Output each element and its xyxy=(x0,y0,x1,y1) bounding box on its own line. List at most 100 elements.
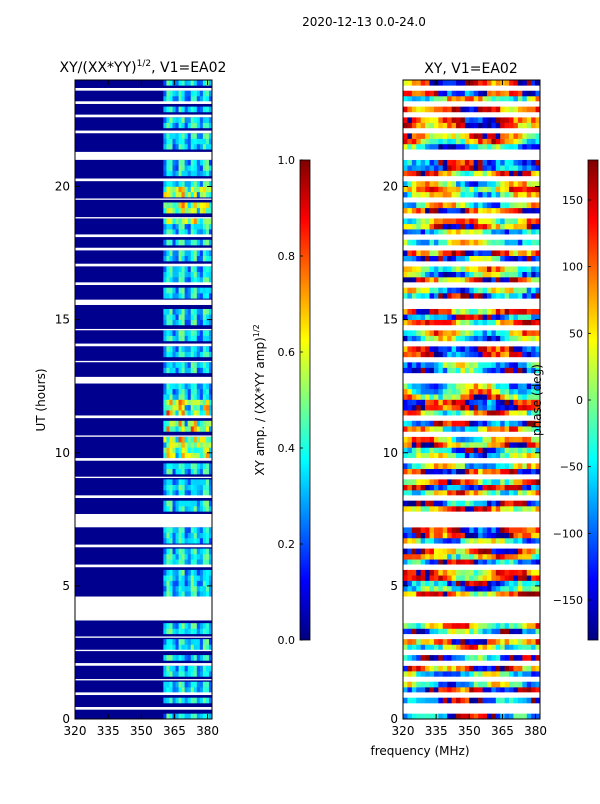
phase-heatmap-cell xyxy=(531,143,536,150)
phase-heatmap-cell xyxy=(486,644,492,651)
phase-heatmap-cell xyxy=(407,468,413,475)
amplitude-heatmap-cell xyxy=(181,133,185,139)
amplitude-heatmap-cell xyxy=(166,500,170,507)
phase-heatmap-cell xyxy=(482,665,488,672)
phase-heatmap-cell xyxy=(447,591,452,597)
amplitude-heatmap-cell xyxy=(202,399,207,406)
phase-heatmap-cell xyxy=(500,506,505,512)
phase-heatmap-cell xyxy=(403,585,408,592)
phase-heatmap-cell xyxy=(478,330,483,336)
phase-heatmap-cell xyxy=(429,95,435,102)
phase-heatmap-cell xyxy=(526,553,532,560)
amplitude-heatmap-cell xyxy=(199,490,204,496)
phase-heatmap-cell xyxy=(522,681,528,688)
phase-heatmap-cell xyxy=(411,80,417,86)
phase-heatmap-cell xyxy=(500,186,505,193)
phase-heatmap-cell xyxy=(517,399,523,406)
amplitude-heatmap-cell xyxy=(196,591,201,597)
phase-heatmap-cell xyxy=(486,580,492,587)
amplitude-heatmap-cell xyxy=(181,223,185,230)
phase-heatmap-cell xyxy=(403,575,408,581)
amplitude-heatmap-cell xyxy=(202,250,207,257)
amplitude-heatmap-cell xyxy=(208,202,213,209)
amplitude-heatmap-cell xyxy=(193,468,198,475)
amplitude-heatmap-cell xyxy=(163,553,167,560)
amplitude-heatmap-cell xyxy=(193,383,198,390)
phase-heatmap-cell xyxy=(407,585,413,592)
phase-heatmap-cell xyxy=(442,287,448,294)
phase-heatmap-cell xyxy=(442,255,448,262)
phase-heatmap-cell xyxy=(416,420,421,427)
phase-heatmap-cell xyxy=(473,548,479,555)
amplitude-heatmap-cell xyxy=(166,671,170,677)
phase-heatmap-cell xyxy=(509,314,514,320)
amplitude-heatmap-cell xyxy=(193,181,198,187)
phase-heatmap-cell xyxy=(473,537,479,544)
phase-heatmap-cell xyxy=(473,452,479,459)
phase-heatmap-cell xyxy=(447,95,452,102)
amplitude-heatmap-cell xyxy=(178,250,182,257)
phase-heatmap-cell xyxy=(522,165,528,171)
phase-heatmap-cell xyxy=(491,250,497,257)
phase-heatmap-cell xyxy=(464,687,470,693)
phase-heatmap-cell xyxy=(416,644,421,651)
phase-heatmap-cell xyxy=(447,255,452,262)
amplitude-heatmap-cell xyxy=(163,639,167,645)
phase-heatmap-cell xyxy=(416,388,421,395)
phase-heatmap-cell xyxy=(442,95,448,102)
amplitude-heatmap-cell xyxy=(199,277,204,283)
amplitude-heatmap-cell xyxy=(172,287,176,294)
phase-heatmap-cell xyxy=(509,410,514,416)
phase-heatmap-cell xyxy=(429,452,435,459)
phase-heatmap-cell xyxy=(451,335,457,342)
amplitude-heatmap-cell xyxy=(187,426,192,432)
phase-heatmap-cell xyxy=(442,639,448,645)
phase-heatmap-cell xyxy=(495,138,501,145)
amplitude-heatmap-cell xyxy=(202,351,207,358)
amplitude-heatmap-cell xyxy=(205,351,210,358)
amplitude-heatmap-cell xyxy=(202,170,207,177)
phase-heatmap-cell xyxy=(420,367,426,374)
amplitude-heatmap-cell xyxy=(181,537,185,544)
phase-heatmap-cell xyxy=(447,527,452,533)
amplitude-heatmap-cell xyxy=(190,362,195,368)
amplitude-heatmap-cell xyxy=(178,271,182,278)
amplitude-heatmap-cell xyxy=(196,106,201,113)
phase-heatmap-cell xyxy=(456,271,461,278)
phase-heatmap-cell xyxy=(478,383,483,390)
phase-heatmap-cell xyxy=(535,697,541,704)
amplitude-heatmap-cell xyxy=(205,420,210,427)
phase-heatmap-cell xyxy=(500,697,505,704)
phase-heatmap-cell xyxy=(500,170,505,177)
phase-heatmap-cell xyxy=(469,330,475,336)
phase-heatmap-cell xyxy=(429,346,435,352)
phase-heatmap-cell xyxy=(429,207,435,214)
phase-heatmap-cell xyxy=(504,463,510,470)
phase-heatmap-cell xyxy=(513,404,519,411)
phase-heatmap-cell xyxy=(403,191,408,198)
amplitude-heatmap-cell xyxy=(190,138,195,145)
phase-heatmap-cell xyxy=(447,138,452,145)
phase-heatmap-cell xyxy=(460,681,466,688)
phase-heatmap-cell xyxy=(425,388,430,395)
phase-heatmap-cell xyxy=(486,95,492,102)
amplitude-heatmap-cell xyxy=(193,319,198,326)
amplitude-heatmap-cell xyxy=(175,159,179,166)
amplitude-heatmap-cell xyxy=(208,143,213,150)
amplitude-heatmap-cell xyxy=(208,420,213,427)
phase-flagged-band xyxy=(403,679,540,681)
phase-heatmap-cell xyxy=(456,186,461,193)
phase-heatmap-cell xyxy=(425,143,430,150)
amplitude-heatmap-cell xyxy=(202,186,207,193)
amplitude-heatmap-cell xyxy=(169,314,173,320)
phase-heatmap-cell xyxy=(416,186,421,193)
amplitude-heatmap-cell xyxy=(190,383,195,390)
phase-heatmap-cell xyxy=(522,207,528,214)
amplitude-heatmap-cell xyxy=(166,383,170,390)
amplitude-heatmap-cell xyxy=(169,186,173,193)
phase-heatmap-cell xyxy=(464,628,470,635)
amplitude-heatmap-cell xyxy=(163,383,167,390)
phase-heatmap-cell xyxy=(535,133,541,139)
phase-heatmap-cell xyxy=(509,628,514,635)
